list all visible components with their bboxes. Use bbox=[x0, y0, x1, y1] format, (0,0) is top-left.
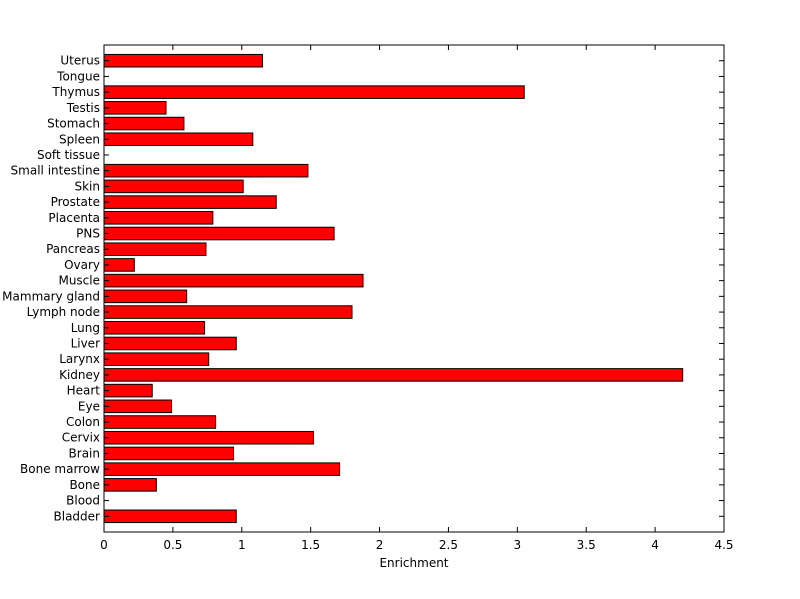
category-label-prostate: Prostate bbox=[51, 195, 100, 209]
bar-brain bbox=[103, 446, 235, 461]
category-label-pancreas: Pancreas bbox=[46, 242, 100, 256]
x-tick-label-4: 4 bbox=[651, 538, 659, 552]
bar-liver bbox=[103, 336, 237, 351]
category-label-larynx: Larynx bbox=[59, 352, 100, 366]
bar-larynx bbox=[103, 352, 210, 366]
x-tick-label-2: 2 bbox=[376, 538, 384, 552]
bar-cervix bbox=[103, 430, 314, 445]
bar-heart bbox=[103, 383, 153, 398]
bar-mammary-gland bbox=[103, 289, 188, 304]
category-label-liver: Liver bbox=[71, 336, 101, 350]
x-tick-label-3-5: 3.5 bbox=[577, 538, 596, 552]
category-label-uterus: Uterus bbox=[60, 54, 100, 68]
category-label-blood: Blood bbox=[66, 494, 100, 508]
category-label-lung: Lung bbox=[71, 321, 100, 335]
bar-lymph-node bbox=[103, 305, 353, 319]
x-tick-labels-group: 0 0.5 1 1.5 2 2.5 3 3.5 4 4.5 bbox=[100, 538, 733, 552]
bar-skin bbox=[103, 179, 244, 194]
x-tick-label-4-5: 4.5 bbox=[714, 538, 733, 552]
bar-spleen bbox=[103, 132, 254, 147]
x-tick-label-3: 3 bbox=[514, 538, 522, 552]
bar-stomach bbox=[103, 116, 185, 131]
bar-muscle bbox=[103, 273, 364, 288]
bar-testis bbox=[103, 101, 167, 115]
category-label-pns: PNS bbox=[76, 227, 100, 241]
x-tick-label-1-5: 1.5 bbox=[301, 538, 320, 552]
bar-uterus bbox=[103, 53, 263, 68]
category-label-soft-tissue: Soft tissue bbox=[37, 148, 100, 162]
category-label-heart: Heart bbox=[67, 384, 101, 398]
bar-prostate bbox=[103, 195, 277, 209]
bar-lung bbox=[103, 320, 206, 335]
category-label-kidney: Kidney bbox=[59, 368, 100, 382]
bar-bladder bbox=[103, 509, 237, 524]
category-label-stomach: Stomach bbox=[47, 117, 100, 131]
category-label-bone: Bone bbox=[69, 478, 100, 492]
category-label-small-intestine: Small intestine bbox=[11, 164, 100, 178]
category-label-colon: Colon bbox=[66, 415, 100, 429]
bar-small-intestine bbox=[103, 163, 309, 178]
bar-pns bbox=[103, 226, 335, 241]
category-label-ovary: Ovary bbox=[64, 258, 100, 272]
x-tick-label-1: 1 bbox=[238, 538, 246, 552]
bar-bone bbox=[103, 478, 157, 492]
x-tick-label-0-5: 0.5 bbox=[163, 538, 182, 552]
category-label-placenta: Placenta bbox=[48, 211, 100, 225]
x-tick-label-0: 0 bbox=[100, 538, 108, 552]
category-label-thymus: Thymus bbox=[51, 85, 100, 99]
bar-colon bbox=[103, 415, 217, 429]
category-label-testis: Testis bbox=[66, 101, 100, 115]
category-label-bone-marrow: Bone marrow bbox=[20, 462, 100, 476]
bar-thymus bbox=[103, 85, 525, 99]
category-label-lymph-node: Lymph node bbox=[27, 305, 100, 319]
category-label-bladder: Bladder bbox=[54, 509, 101, 523]
ticks-group bbox=[103, 45, 725, 532]
category-label-spleen: Spleen bbox=[59, 132, 100, 146]
bar-placenta bbox=[103, 211, 214, 225]
bars-group bbox=[103, 53, 684, 524]
bar-bone-marrow bbox=[103, 462, 341, 476]
category-label-tongue: Tongue bbox=[56, 69, 100, 83]
category-label-brain: Brain bbox=[69, 446, 100, 460]
category-label-mammary-gland: Mammary gland bbox=[2, 289, 100, 303]
category-label-eye: Eye bbox=[78, 399, 100, 413]
x-axis-label: Enrichment bbox=[379, 556, 448, 570]
x-tick-label-2-5: 2.5 bbox=[439, 538, 458, 552]
bar-pancreas bbox=[103, 242, 207, 257]
bar-kidney bbox=[103, 368, 684, 382]
bar-eye bbox=[103, 399, 173, 414]
plot-area-frame bbox=[103, 44, 725, 533]
category-label-cervix: Cervix bbox=[62, 431, 100, 445]
category-label-skin: Skin bbox=[74, 179, 100, 193]
category-label-muscle: Muscle bbox=[58, 274, 100, 288]
